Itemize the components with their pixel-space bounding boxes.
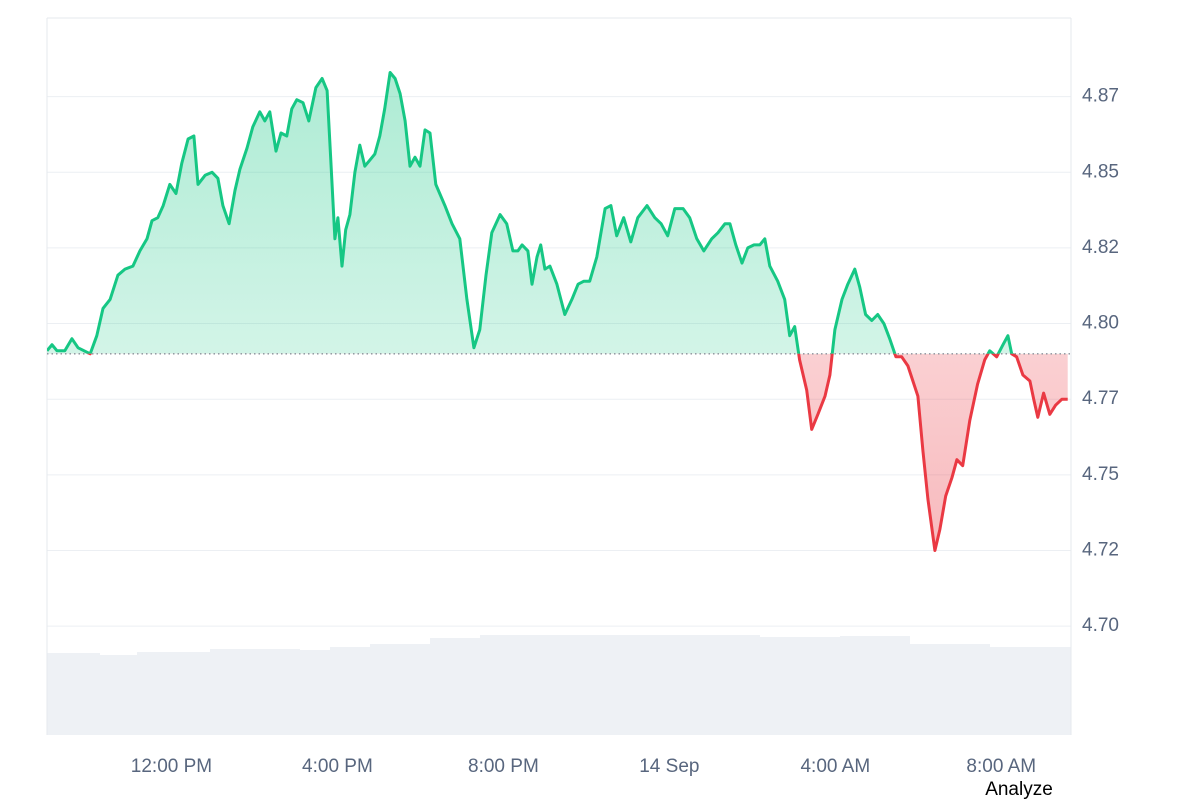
y-tick-label: 4.70 bbox=[1082, 615, 1119, 636]
y-tick-label: 4.82 bbox=[1082, 237, 1119, 258]
x-tick-label: 8:00 AM bbox=[966, 756, 1036, 777]
volume-area bbox=[47, 635, 1071, 735]
x-tick-label: 12:00 PM bbox=[131, 756, 212, 777]
price-line-down bbox=[86, 353, 1068, 552]
area-up bbox=[47, 72, 1068, 354]
price-line-up bbox=[47, 71, 1015, 354]
y-tick-label: 4.77 bbox=[1082, 388, 1119, 409]
y-tick-label: 4.87 bbox=[1082, 86, 1119, 107]
y-tick-label: 4.72 bbox=[1082, 539, 1119, 560]
analyze-button[interactable]: Analyze bbox=[985, 779, 1053, 800]
y-tick-label: 4.85 bbox=[1082, 161, 1119, 182]
area-down bbox=[798, 353, 1068, 551]
x-tick-label: 4:00 PM bbox=[302, 756, 373, 777]
y-tick-label: 4.75 bbox=[1082, 464, 1119, 485]
x-tick-label: 4:00 AM bbox=[800, 756, 870, 777]
x-tick-label: 8:00 PM bbox=[468, 756, 539, 777]
x-tick-label: 14 Sep bbox=[639, 756, 699, 777]
y-tick-label: 4.80 bbox=[1082, 313, 1119, 334]
